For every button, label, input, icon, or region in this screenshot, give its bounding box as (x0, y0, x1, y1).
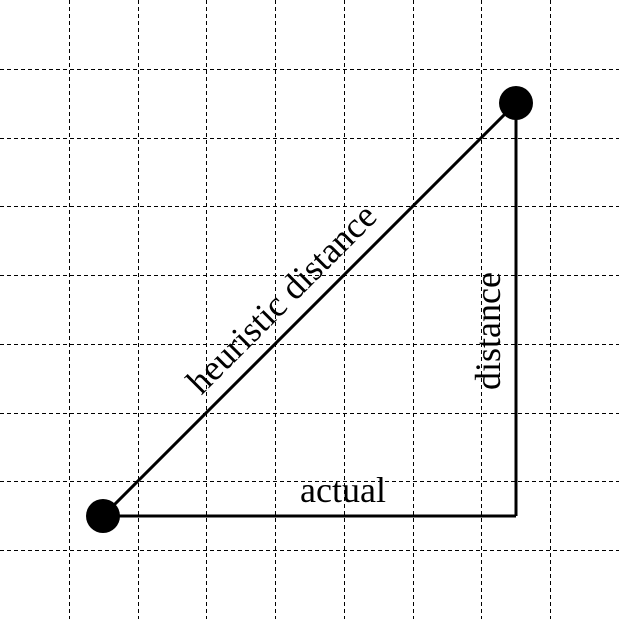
actual-label: actual (300, 470, 386, 510)
start-point (86, 499, 120, 533)
heuristic-distance-label: heuristic distance (179, 196, 385, 402)
goal-point (499, 86, 533, 120)
heuristic-line (101, 101, 518, 518)
distance-label: distance (468, 272, 508, 390)
